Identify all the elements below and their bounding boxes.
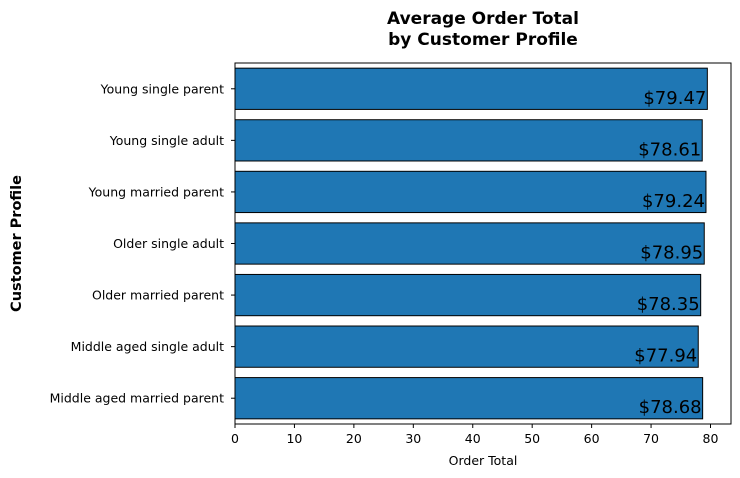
y-tick-label: Young married parent <box>88 184 224 199</box>
y-tick-label: Older single adult <box>113 236 224 251</box>
chart-title: Average Order Total by Customer Profile <box>387 9 579 50</box>
x-tick-label: 70 <box>643 431 659 446</box>
x-tick-label: 30 <box>405 431 421 446</box>
x-tick-label: 20 <box>346 431 362 446</box>
bar <box>234 377 704 420</box>
x-tick-label: 40 <box>465 431 481 446</box>
data-label: $78.61 <box>638 139 701 160</box>
x-tick-label: 60 <box>584 431 600 446</box>
data-label: $79.47 <box>643 88 706 109</box>
bars-group <box>234 67 708 420</box>
x-tick-label: 10 <box>286 431 302 446</box>
x-tick-label: 0 <box>231 431 239 446</box>
y-axis-label: Customer Profile <box>9 175 25 312</box>
bar <box>234 67 708 110</box>
y-tick-label: Older married parent <box>92 288 224 303</box>
data-label: $78.95 <box>640 243 703 264</box>
y-tick-label: Middle aged married parent <box>50 391 224 406</box>
bar <box>234 170 707 214</box>
plot-frame <box>234 62 732 425</box>
x-tick-label: 80 <box>703 431 719 446</box>
x-tick-label: 50 <box>524 431 540 446</box>
y-tick-label: Young single parent <box>100 81 224 96</box>
data-labels: $78.68 $77.94 $78.35 $78.95 $79.24 $78.61 $79.… <box>634 88 706 418</box>
x-axis-label: Order Total <box>449 453 518 468</box>
y-tick-labels: Middle aged married parent Middle aged si… <box>50 81 235 406</box>
y-tick-label: Young single adult <box>109 133 224 148</box>
x-ticks: 0 10 20 30 40 50 60 70 80 <box>231 424 718 446</box>
bar <box>234 325 699 368</box>
data-label: $79.24 <box>642 191 705 212</box>
bar <box>234 222 705 265</box>
bar <box>234 273 702 317</box>
y-tick-label: Middle aged single adult <box>71 339 224 354</box>
data-label: $78.68 <box>639 397 702 418</box>
data-label: $78.35 <box>637 294 700 315</box>
data-label: $77.94 <box>634 346 697 367</box>
bar <box>234 119 703 162</box>
